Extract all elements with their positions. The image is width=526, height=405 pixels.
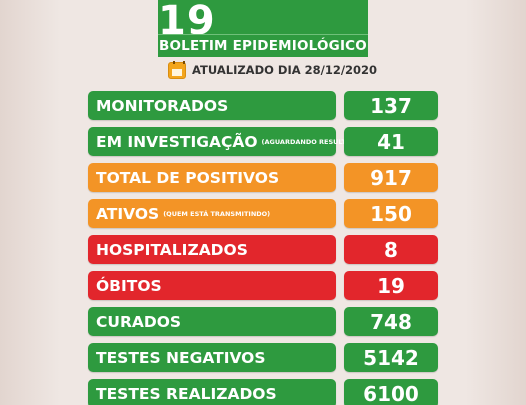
stat-row-em-investigacao: EM INVESTIGAÇÃO (AGUARDANDO RESULTADO) 4…: [88, 127, 438, 156]
stat-row-obitos: ÓBITOS 19: [88, 271, 438, 300]
stat-label: TESTES NEGATIVOS: [96, 348, 266, 367]
background-left-shade: [0, 0, 60, 405]
stat-label: ÓBITOS: [96, 276, 162, 295]
stats-list: MONITORADOS 137 EM INVESTIGAÇÃO (AGUARDA…: [88, 91, 438, 405]
stat-row-hospitalizados: HOSPITALIZADOS 8: [88, 235, 438, 264]
stat-label: HOSPITALIZADOS: [96, 240, 248, 259]
stat-value: 137: [370, 93, 412, 118]
stat-value-box: 6100: [344, 379, 438, 405]
stat-value-box: 150: [344, 199, 438, 228]
stat-value-box: 41: [344, 127, 438, 156]
stat-label: EM INVESTIGAÇÃO: [96, 132, 258, 151]
stat-note: (QUEM ESTÁ TRANSMITINDO): [163, 209, 271, 218]
stat-label: ATIVOS: [96, 204, 160, 223]
stat-label-box: ATIVOS (QUEM ESTÁ TRANSMITINDO): [88, 199, 336, 228]
page-subtitle: BOLETIM EPIDEMIOLÓGICO: [159, 38, 367, 54]
stat-value: 150: [370, 201, 412, 226]
updated-info: ATUALIZADO DIA 28/12/2020: [168, 60, 378, 79]
page-title: COVID-19: [158, 0, 322, 34]
stat-value: 917: [370, 165, 412, 190]
stat-label-box: TESTES REALIZADOS: [88, 379, 336, 405]
stat-value: 748: [370, 309, 412, 334]
stat-value: 41: [377, 129, 405, 154]
title-banner: COVID-19: [158, 0, 368, 34]
subtitle-banner: BOLETIM EPIDEMIOLÓGICO: [158, 34, 368, 57]
stat-value: 5142: [363, 345, 419, 370]
stat-label-box: HOSPITALIZADOS: [88, 235, 336, 264]
stat-value-box: 917: [344, 163, 438, 192]
stat-label-box: ÓBITOS: [88, 271, 336, 300]
stat-label-box: MONITORADOS: [88, 91, 336, 120]
stat-note: (AGUARDANDO RESULTADO): [261, 137, 365, 146]
stat-label: CURADOS: [96, 312, 182, 331]
stat-label: MONITORADOS: [96, 96, 229, 115]
updated-date: ATUALIZADO DIA 28/12/2020: [192, 63, 378, 77]
stat-row-curados: CURADOS 748: [88, 307, 438, 336]
stat-value-box: 8: [344, 235, 438, 264]
stat-row-monitorados: MONITORADOS 137: [88, 91, 438, 120]
stat-value: 6100: [363, 381, 419, 405]
stat-row-testes-realizados: TESTES REALIZADOS 6100: [88, 379, 438, 405]
stat-value-box: 748: [344, 307, 438, 336]
stat-value-box: 137: [344, 91, 438, 120]
stat-label: TESTES REALIZADOS: [96, 384, 277, 403]
stat-value-box: 5142: [344, 343, 438, 372]
stat-label: TOTAL DE POSITIVOS: [96, 168, 280, 187]
stat-row-testes-negativos: TESTES NEGATIVOS 5142: [88, 343, 438, 372]
stat-label-box: CURADOS: [88, 307, 336, 336]
stat-row-ativos: ATIVOS (QUEM ESTÁ TRANSMITINDO) 150: [88, 199, 438, 228]
stat-label-box: TOTAL DE POSITIVOS: [88, 163, 336, 192]
stat-value: 8: [384, 237, 398, 262]
calendar-icon: [168, 60, 186, 79]
background-right-shade: [466, 0, 526, 405]
stat-value-box: 19: [344, 271, 438, 300]
stat-label-box: TESTES NEGATIVOS: [88, 343, 336, 372]
stat-value: 19: [377, 273, 405, 298]
stat-row-total-positivos: TOTAL DE POSITIVOS 917: [88, 163, 438, 192]
stat-label-box: EM INVESTIGAÇÃO (AGUARDANDO RESULTADO): [88, 127, 364, 156]
